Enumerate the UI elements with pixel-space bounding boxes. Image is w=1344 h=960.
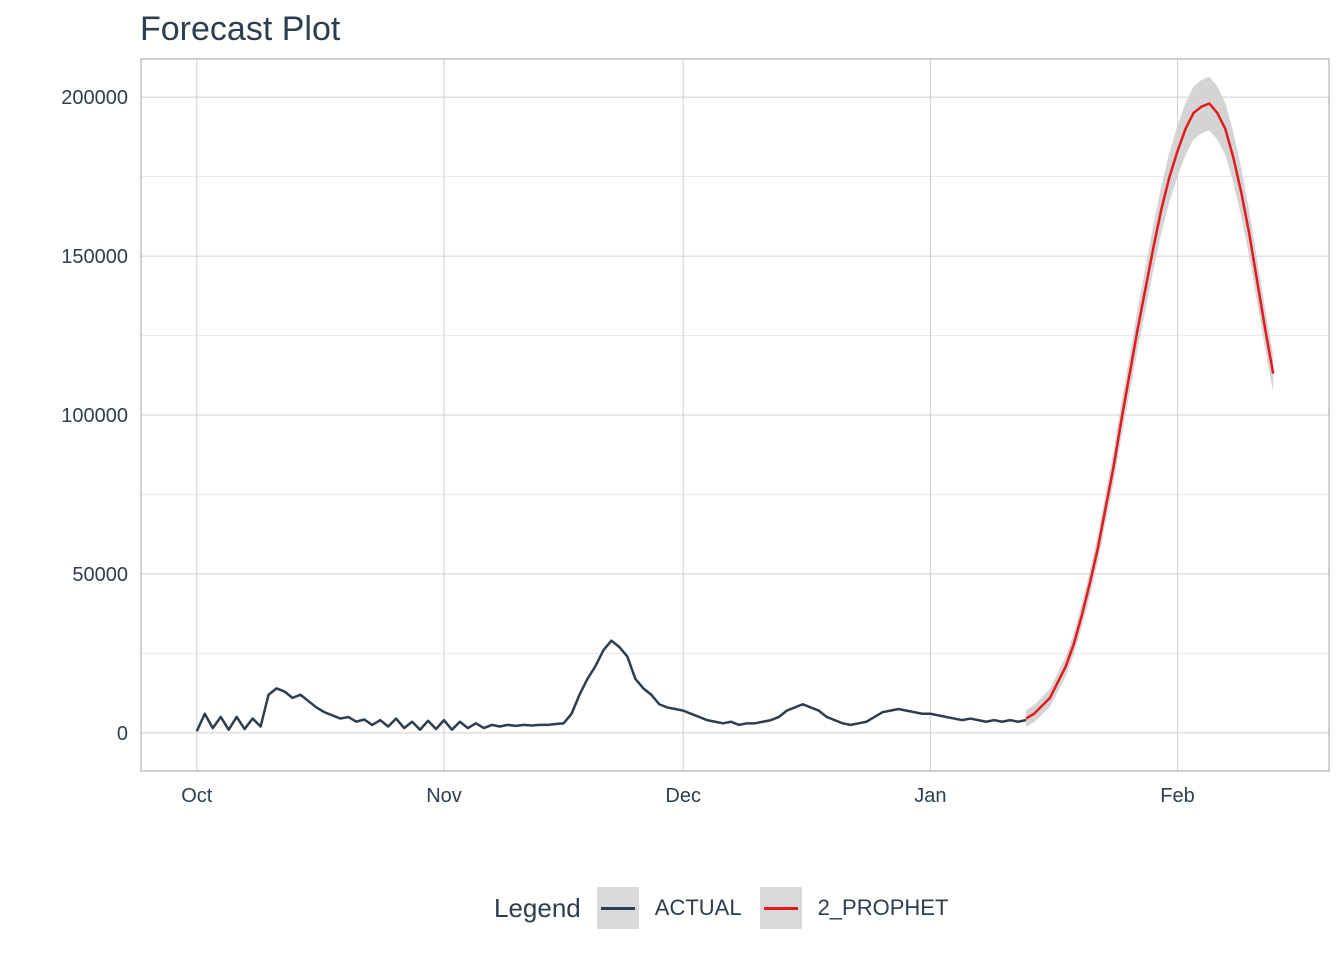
- y-tick-label: 100000: [61, 405, 128, 427]
- legend: Legend ACTUAL 2_PROPHET: [494, 886, 966, 930]
- x-tick-label: Feb: [1160, 785, 1194, 807]
- legend-key-actual: [596, 887, 639, 929]
- y-tick-label: 50000: [72, 564, 128, 586]
- plot-panel-border: [140, 58, 1330, 772]
- legend-key-prophet: [759, 887, 802, 929]
- y-tick-label: 200000: [61, 87, 128, 109]
- x-tick-label: Oct: [181, 785, 213, 807]
- series-line-actual: [195, 639, 1027, 732]
- y-tick-label: 0: [117, 723, 128, 745]
- legend-label-actual: ACTUAL: [654, 895, 742, 920]
- x-tick-label: Dec: [665, 785, 701, 807]
- legend-title: Legend: [494, 892, 581, 923]
- legend-label-prophet: 2_PROPHET: [817, 895, 949, 920]
- x-tick-label: Nov: [426, 785, 462, 807]
- y-tick-label: 150000: [61, 246, 128, 268]
- chart-title: Forecast Plot: [140, 10, 341, 48]
- series-line-2-prophet: [1025, 102, 1275, 720]
- x-tick-label: Jan: [914, 785, 946, 807]
